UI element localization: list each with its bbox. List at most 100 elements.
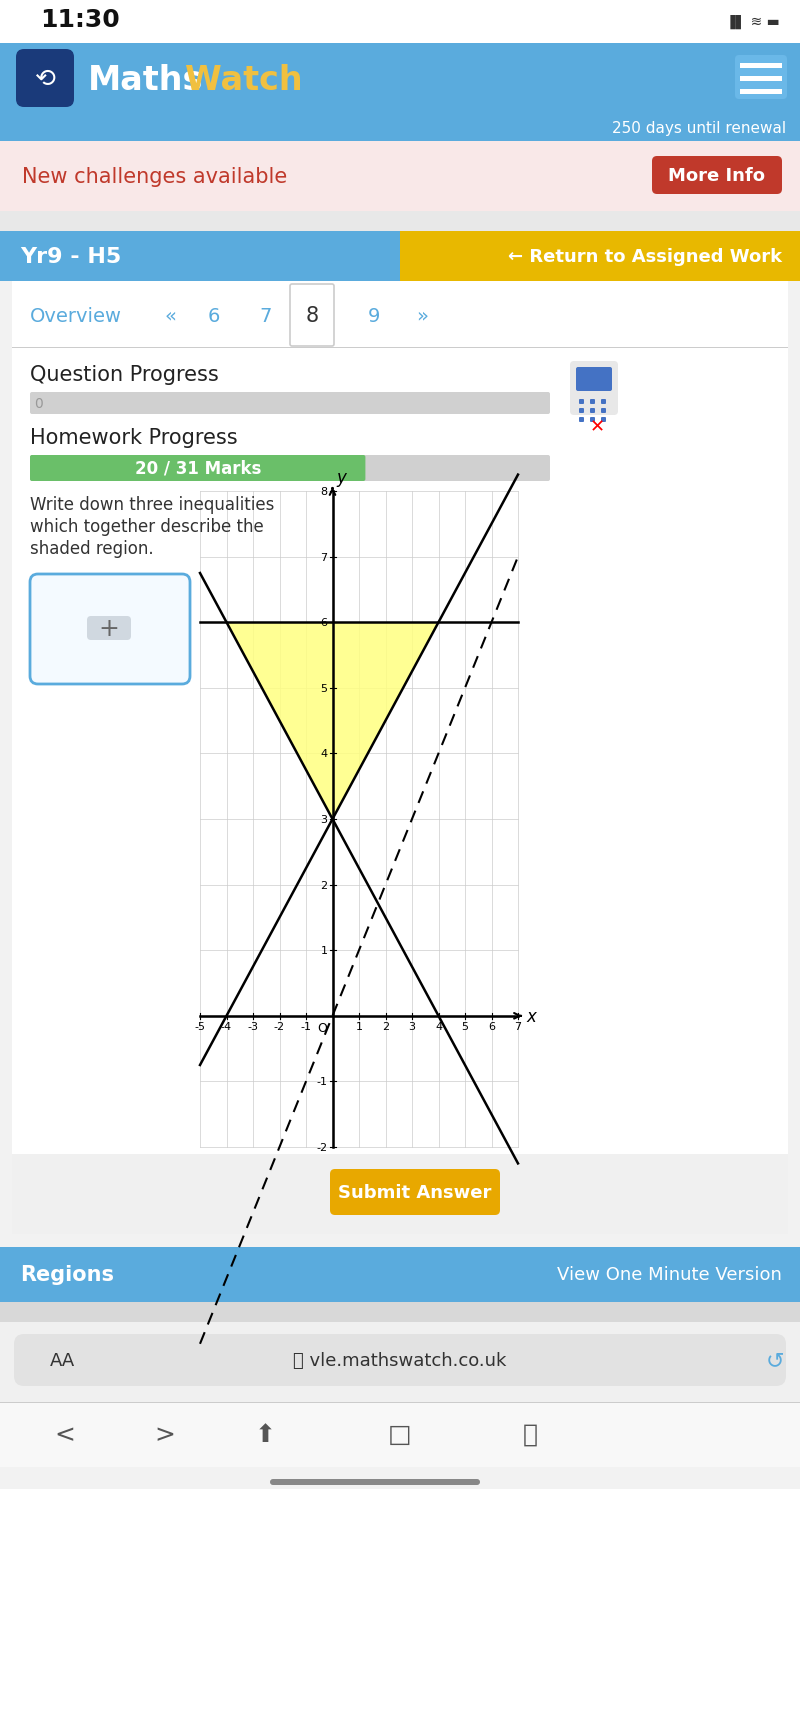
Text: Yr9 - H5: Yr9 - H5: [20, 247, 122, 266]
FancyBboxPatch shape: [16, 50, 74, 107]
Text: Submit Answer: Submit Answer: [338, 1183, 492, 1201]
Text: AA: AA: [50, 1351, 75, 1368]
Text: >: >: [154, 1422, 175, 1446]
Bar: [12, 1154, 788, 1233]
FancyBboxPatch shape: [12, 282, 788, 1211]
Bar: [0, 211, 800, 232]
Bar: [0, 116, 800, 142]
Text: 2: 2: [320, 881, 327, 891]
Bar: [0, 232, 800, 282]
Text: 9: 9: [368, 306, 380, 325]
Text: Maths: Maths: [88, 64, 203, 97]
Bar: [0, 1403, 800, 1467]
Text: More Info: More Info: [669, 166, 766, 185]
Text: x: x: [526, 1007, 536, 1026]
Bar: [740, 76, 782, 81]
Bar: [0, 43, 800, 116]
Text: 20 / 31 Marks: 20 / 31 Marks: [134, 460, 261, 477]
Text: -1: -1: [301, 1021, 311, 1031]
FancyBboxPatch shape: [579, 417, 584, 422]
Text: 1: 1: [355, 1021, 362, 1031]
Text: 🔒 vle.mathswatch.co.uk: 🔒 vle.mathswatch.co.uk: [294, 1351, 506, 1368]
FancyBboxPatch shape: [590, 400, 595, 405]
Text: 7: 7: [514, 1021, 522, 1031]
Bar: [0, 1322, 800, 1403]
Text: ← Return to Assigned Work: ← Return to Assigned Work: [508, 247, 782, 266]
FancyBboxPatch shape: [590, 417, 595, 422]
Text: »: »: [416, 306, 428, 325]
Text: ▐▌ ≋ ▬: ▐▌ ≋ ▬: [726, 16, 780, 29]
Bar: [400, 232, 800, 282]
Text: -4: -4: [221, 1021, 232, 1031]
FancyBboxPatch shape: [14, 1334, 786, 1386]
Text: 1: 1: [321, 946, 327, 955]
FancyBboxPatch shape: [87, 616, 131, 640]
Text: 8: 8: [320, 486, 327, 497]
Bar: [200, 491, 518, 1147]
Text: 6: 6: [321, 618, 327, 628]
Text: New challenges available: New challenges available: [22, 166, 287, 187]
Text: -1: -1: [317, 1076, 327, 1086]
Text: 6: 6: [208, 306, 220, 325]
Bar: [0, 142, 800, 211]
Text: -2: -2: [274, 1021, 285, 1031]
Text: +: +: [98, 616, 119, 640]
FancyBboxPatch shape: [290, 285, 334, 346]
FancyBboxPatch shape: [652, 157, 782, 195]
Bar: [0, 1247, 800, 1303]
Text: Write down three inequalities: Write down three inequalities: [30, 497, 274, 514]
FancyBboxPatch shape: [601, 408, 606, 413]
Polygon shape: [226, 623, 438, 820]
Text: -3: -3: [247, 1021, 258, 1031]
FancyBboxPatch shape: [735, 55, 787, 100]
FancyBboxPatch shape: [30, 455, 366, 481]
Bar: [0, 1303, 800, 1322]
Text: 3: 3: [321, 815, 327, 825]
Text: shaded region.: shaded region.: [30, 540, 154, 557]
Text: -5: -5: [194, 1021, 206, 1031]
Text: O: O: [318, 1021, 327, 1035]
Text: Watch: Watch: [185, 64, 302, 97]
Text: which together describe the: which together describe the: [30, 517, 264, 536]
Bar: [0, 1490, 800, 1730]
Text: 3: 3: [409, 1021, 415, 1031]
Text: ✕: ✕: [590, 417, 605, 436]
Text: -2: -2: [316, 1142, 327, 1152]
Text: 2: 2: [382, 1021, 389, 1031]
Text: 5: 5: [462, 1021, 469, 1031]
Text: Regions: Regions: [20, 1265, 114, 1284]
Text: Homework Progress: Homework Progress: [30, 427, 238, 448]
FancyBboxPatch shape: [579, 408, 584, 413]
Text: 4: 4: [320, 749, 327, 759]
Text: ⧉: ⧉: [522, 1422, 538, 1446]
Text: 6: 6: [488, 1021, 495, 1031]
FancyBboxPatch shape: [579, 400, 584, 405]
Text: 4: 4: [435, 1021, 442, 1031]
Text: <: <: [54, 1422, 75, 1446]
Text: 11:30: 11:30: [40, 9, 120, 31]
Bar: [0, 0, 800, 43]
Text: 7: 7: [260, 306, 272, 325]
Text: Question Progress: Question Progress: [30, 365, 218, 384]
Bar: [740, 64, 782, 69]
Bar: [12, 282, 788, 351]
FancyBboxPatch shape: [330, 1169, 500, 1214]
FancyBboxPatch shape: [576, 368, 612, 391]
FancyBboxPatch shape: [601, 400, 606, 405]
Bar: [740, 90, 782, 95]
FancyBboxPatch shape: [30, 455, 550, 481]
FancyBboxPatch shape: [30, 574, 190, 685]
Text: y: y: [337, 469, 346, 486]
Text: 0: 0: [34, 396, 42, 410]
Text: ⟲: ⟲: [34, 67, 55, 92]
Text: View One Minute Version: View One Minute Version: [557, 1265, 782, 1284]
Text: ↺: ↺: [766, 1349, 784, 1370]
FancyBboxPatch shape: [570, 362, 618, 415]
Text: 5: 5: [321, 683, 327, 694]
Text: 8: 8: [306, 306, 318, 325]
Text: 7: 7: [320, 552, 327, 562]
Text: □: □: [388, 1422, 412, 1446]
FancyBboxPatch shape: [30, 393, 550, 415]
FancyBboxPatch shape: [270, 1479, 480, 1484]
Text: 250 days until renewal: 250 days until renewal: [612, 121, 786, 137]
